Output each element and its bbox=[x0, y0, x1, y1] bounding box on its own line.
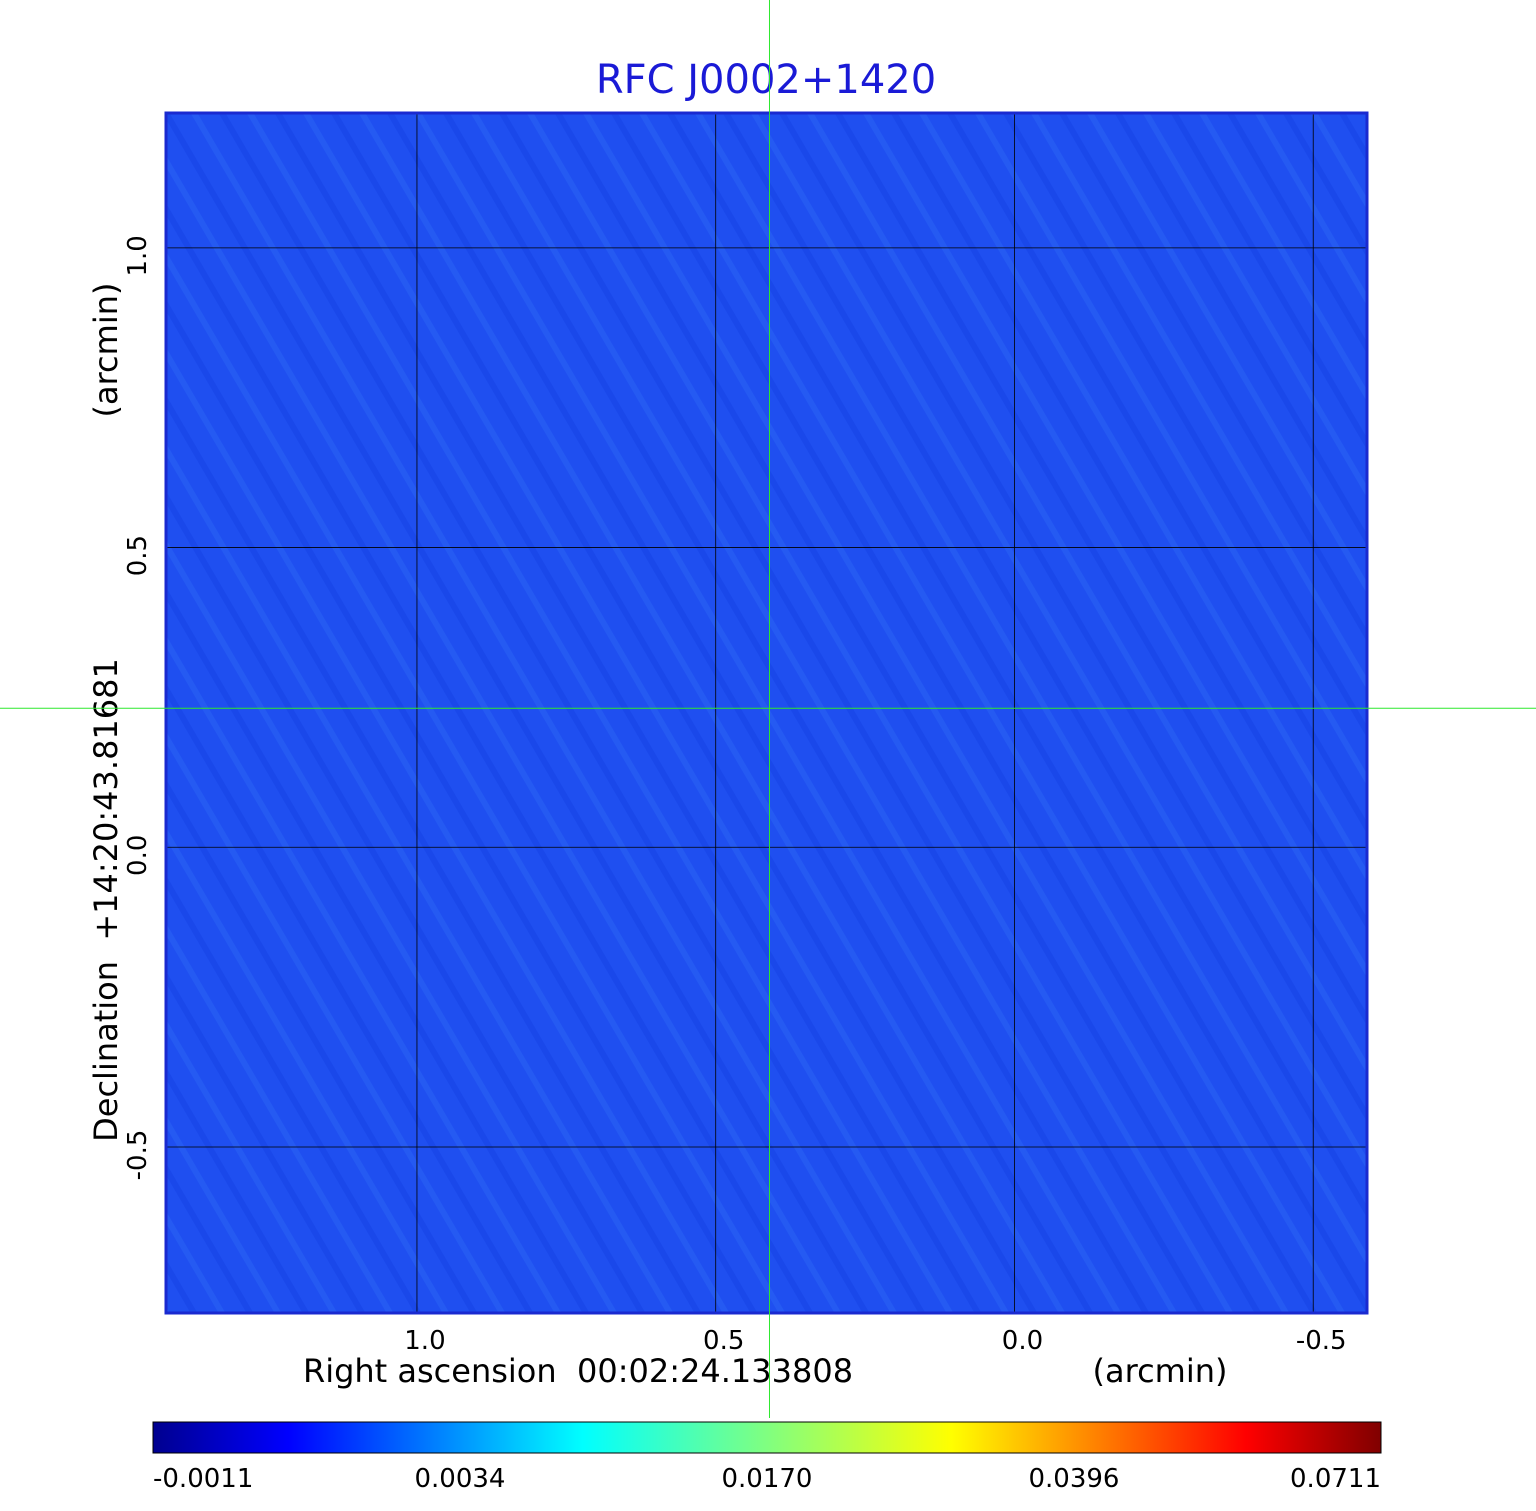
colorbar-tick-label: 0.0034 bbox=[415, 1464, 506, 1494]
sidelobe-streak bbox=[219, 113, 925, 1313]
sidelobe-streak bbox=[1482, 113, 1536, 1313]
y-tick-label: -0.5 bbox=[123, 1130, 153, 1181]
sidelobe-streak bbox=[1143, 113, 1367, 498]
x-axis-ticks: 1.0 0.5 0.0 -0.5 bbox=[404, 1326, 1346, 1356]
sidelobe-streak bbox=[275, 113, 981, 1313]
sidelobe-streak bbox=[166, 155, 841, 1313]
sidelobe-streak bbox=[555, 113, 1261, 1313]
sidelobe-streak bbox=[0, 113, 54, 1313]
sidelobe-streak bbox=[166, 683, 533, 1313]
colorbar-tick-label: 0.0396 bbox=[1029, 1464, 1120, 1494]
sidelobe-streak bbox=[303, 113, 1009, 1313]
sidelobe-streak bbox=[639, 113, 1345, 1313]
y-tick-label: 0.5 bbox=[123, 535, 153, 576]
sidelobe-streak bbox=[863, 113, 1367, 978]
sidelobe-streak bbox=[1339, 113, 1367, 162]
x-tick-label: 0.0 bbox=[1002, 1326, 1043, 1356]
sidelobe-streak bbox=[1454, 113, 1536, 1313]
sidelobe-streak bbox=[723, 113, 1367, 1218]
sidelobe-streak bbox=[166, 395, 701, 1313]
sidelobe-streak bbox=[471, 113, 1177, 1313]
image-panel bbox=[0, 111, 1536, 1315]
sidelobe-streak bbox=[1398, 113, 1536, 1313]
colorbar-ticks: -0.0011 0.0034 0.0170 0.0396 0.0711 bbox=[153, 1464, 1381, 1494]
sidelobe-streak bbox=[166, 731, 505, 1313]
sidelobe-streak bbox=[527, 113, 1233, 1313]
image-frame bbox=[164, 111, 1369, 1315]
y-axis-label: Declination +14:20:43.81681 bbox=[87, 658, 125, 1142]
sidelobe-streak bbox=[166, 971, 365, 1313]
y-axis-ticks: 1.0 0.5 0.0 -0.5 bbox=[123, 235, 153, 1180]
x-tick-label: 0.5 bbox=[703, 1326, 744, 1356]
sidelobe-streak bbox=[0, 113, 26, 1313]
sidelobe-streak bbox=[415, 113, 1121, 1313]
chart-title: RFC J0002+1420 bbox=[596, 57, 936, 103]
sidelobe-streak bbox=[975, 113, 1367, 786]
x-tick-label: -0.5 bbox=[1296, 1326, 1347, 1356]
sidelobe-streak bbox=[1171, 113, 1367, 450]
sidelobe-streak bbox=[166, 539, 617, 1313]
sidelobe-streak bbox=[166, 827, 449, 1313]
colorbar-tick-label: 0.0711 bbox=[1290, 1464, 1381, 1494]
sidelobe-streak bbox=[947, 113, 1367, 834]
y-tick-label: 0.0 bbox=[123, 835, 153, 876]
sidelobe-streak bbox=[1510, 113, 1536, 1313]
sidelobe-streak bbox=[166, 443, 673, 1313]
x-axis-label: Right ascension 00:02:24.133808 bbox=[303, 1352, 853, 1390]
sidelobe-streak bbox=[443, 113, 1149, 1313]
sidelobe-streak bbox=[1059, 113, 1367, 642]
colorbar: -0.0011 0.0034 0.0170 0.0396 0.0711 bbox=[152, 1421, 1382, 1494]
sidelobe-streak bbox=[166, 875, 421, 1313]
sidelobe-streak bbox=[611, 113, 1317, 1313]
y-tick-label: 1.0 bbox=[123, 235, 153, 276]
sidelobe-streak bbox=[695, 113, 1367, 1266]
sidelobe-streak bbox=[751, 113, 1367, 1170]
sidelobe-streak bbox=[1199, 113, 1367, 402]
sidelobe-streak bbox=[1115, 113, 1367, 546]
sidelobe-streak bbox=[1370, 113, 1536, 1313]
sidelobe-streak bbox=[1087, 113, 1367, 594]
sidelobe-streak bbox=[919, 113, 1367, 882]
sidelobe-streak bbox=[166, 587, 589, 1313]
grid-lines bbox=[166, 113, 1367, 1313]
sidelobe-streak bbox=[667, 113, 1367, 1313]
sidelobe-streak bbox=[835, 113, 1367, 1026]
sidelobe-streak bbox=[779, 113, 1367, 1122]
sidelobe-streak bbox=[166, 1067, 309, 1313]
x-axis-unit: (arcmin) bbox=[1093, 1352, 1228, 1390]
sidelobe-streak bbox=[1031, 113, 1367, 690]
colorbar-gradient bbox=[152, 1421, 1382, 1454]
colorbar-tick-label: -0.0011 bbox=[153, 1464, 253, 1494]
sidelobe-streak bbox=[166, 635, 561, 1313]
sidelobe-streak bbox=[359, 113, 1065, 1313]
x-tick-label: 1.0 bbox=[404, 1326, 445, 1356]
sidelobe-streak bbox=[166, 251, 785, 1313]
sidelobe-streak bbox=[583, 113, 1289, 1313]
sidelobe-streak bbox=[191, 113, 897, 1313]
sidelobe-streak bbox=[1426, 113, 1536, 1313]
sidelobe-streak bbox=[166, 491, 645, 1313]
sidelobe-streak bbox=[166, 779, 477, 1313]
sidelobe-streak bbox=[0, 113, 82, 1313]
sidelobe-streak bbox=[499, 113, 1205, 1313]
sidelobe-streak bbox=[166, 203, 813, 1313]
y-axis-unit: (arcmin) bbox=[87, 283, 125, 418]
sidelobe-streak bbox=[166, 1019, 337, 1313]
sidelobe-streak bbox=[387, 113, 1093, 1313]
sidelobe-streaks bbox=[0, 113, 1536, 1313]
sidelobe-streak bbox=[1227, 113, 1367, 354]
sidelobe-streak bbox=[891, 113, 1367, 930]
sidelobe-streak bbox=[166, 113, 869, 1313]
sidelobe-streak bbox=[807, 113, 1367, 1074]
sidelobe-streak bbox=[166, 923, 393, 1313]
sidelobe-streak bbox=[1003, 113, 1367, 738]
colorbar-tick-label: 0.0170 bbox=[722, 1464, 813, 1494]
crosshair bbox=[0, 0, 1536, 1418]
sidelobe-streak bbox=[331, 113, 1037, 1313]
sidelobe-streak bbox=[166, 347, 729, 1313]
sidelobe-streak bbox=[247, 113, 953, 1313]
sidelobe-streak bbox=[166, 299, 757, 1313]
